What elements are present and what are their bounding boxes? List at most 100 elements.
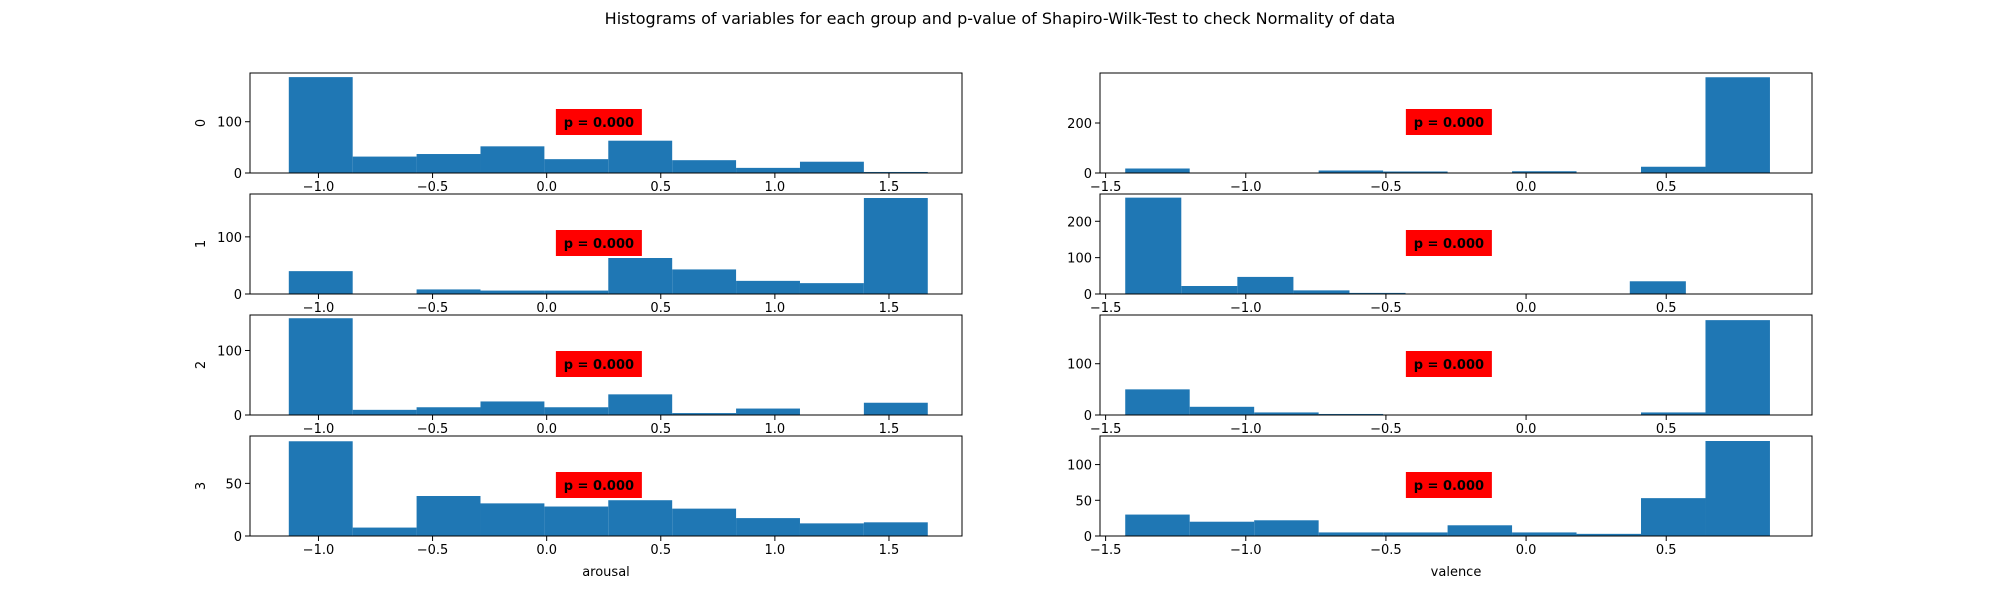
y-tick-label: 100: [217, 344, 242, 359]
panel-valence-group-3: −1.5 −1.0 −0.5 0.0 0.5 0 50 100 p = 0.000: [1067, 435, 1813, 558]
histogram-bar: [480, 146, 545, 173]
histogram-bar: [1383, 171, 1448, 173]
axes-frame: [1099, 435, 1813, 537]
p-value-box: [1405, 351, 1492, 377]
p-value-text: p = 0.000: [1414, 237, 1484, 252]
p-value-box: [1405, 230, 1492, 256]
y-tick-label: 0: [234, 409, 242, 424]
y-tick-label: 0: [1084, 288, 1092, 303]
x-tick-label: 0.5: [1656, 180, 1677, 195]
x-tick-label: 1.5: [879, 180, 900, 195]
x-tick-label: 0.0: [1516, 543, 1537, 558]
x-tick-label: 0.5: [1656, 422, 1677, 437]
histogram-bar: [1254, 520, 1319, 536]
panel-arousal-group-1: −1.0 −0.5 0.0 0.5 1.0 1.5 0 100 1 p = 0.000: [194, 193, 963, 316]
histogram-bar: [736, 167, 800, 173]
histogram-bar: [1512, 171, 1577, 173]
x-tick-label: 1.5: [879, 422, 900, 437]
histogram-bar: [1125, 514, 1190, 536]
axes-frame: [249, 314, 963, 416]
p-value-text: p = 0.000: [564, 237, 634, 252]
panel-arousal-group-3: −1.0 −0.5 0.0 0.5 1.0 1.5 0 50 3 p = 0.000: [194, 435, 963, 558]
p-value-text: p = 0.000: [564, 116, 634, 131]
x-tick-label: −1.0: [1230, 543, 1262, 558]
x-tick-label: −1.0: [1230, 180, 1262, 195]
y-tick-label: 0: [1084, 409, 1092, 424]
histogram-bar: [1576, 533, 1642, 536]
x-tick-label: −0.5: [417, 543, 449, 558]
x-tick-label: 0.0: [1516, 422, 1537, 437]
x-tick-label: 1.0: [765, 180, 786, 195]
histogram-bar: [799, 161, 864, 173]
histogram-bar: [288, 441, 353, 536]
histogram-bar: [480, 503, 545, 536]
x-tick-label: −0.5: [1370, 180, 1402, 195]
x-tick-label: −1.5: [1090, 543, 1122, 558]
x-tick-label: 0.5: [650, 422, 671, 437]
figure-title: Histograms of variables for each group a…: [605, 9, 1396, 28]
x-tick-label: −1.0: [303, 422, 335, 437]
histogram-bar: [544, 159, 609, 173]
x-tick-label: −0.5: [417, 301, 449, 316]
histogram-bar: [1237, 276, 1294, 294]
p-value-box: [1405, 472, 1492, 498]
histogram-bar: [1189, 521, 1255, 536]
p-value-text: p = 0.000: [1414, 479, 1484, 494]
x-tick-label: 0.5: [650, 543, 671, 558]
histogram-bar: [608, 500, 673, 536]
y-tick-label: 100: [1067, 358, 1092, 373]
y-tick-label: 100: [217, 116, 242, 131]
y-tick-label: 0: [234, 288, 242, 303]
histogram-bar: [672, 413, 737, 415]
x-tick-label: 0.5: [1656, 543, 1677, 558]
y-tick-label: 50: [225, 477, 242, 492]
histogram-bar: [288, 77, 353, 173]
x-tick-label: 1.5: [879, 301, 900, 316]
histogram-bar: [863, 171, 928, 173]
histogram-bar: [1318, 170, 1384, 173]
histogram-bar: [672, 160, 737, 173]
histogram-bar: [672, 269, 737, 294]
histogram-bar: [1447, 525, 1513, 536]
histogram-bar: [1318, 532, 1384, 536]
y-tick-label: 0: [1084, 530, 1092, 545]
y-tick-label: 100: [1067, 252, 1092, 267]
histogram-bar: [352, 527, 417, 536]
histogram-bar: [1181, 286, 1238, 294]
histogram-bar: [1641, 166, 1706, 173]
x-tick-label: 0.0: [1516, 301, 1537, 316]
histogram-bar: [1641, 412, 1706, 415]
histogram-bar: [863, 402, 928, 415]
histogram-bar: [1629, 281, 1686, 294]
histogram-bar: [1705, 320, 1770, 415]
histogram-bar: [672, 508, 737, 536]
x-tick-label: −0.5: [417, 422, 449, 437]
x-tick-label: −1.5: [1090, 180, 1122, 195]
group-label: 3: [194, 482, 209, 490]
y-tick-label: 0: [234, 530, 242, 545]
panel-arousal-group-2: −1.0 −0.5 0.0 0.5 1.0 1.5 0 100 2 p = 0.000: [194, 314, 963, 437]
x-tick-label: −1.5: [1090, 301, 1122, 316]
histogram-bar: [1705, 77, 1770, 173]
y-tick-label: 200: [1067, 215, 1092, 230]
x-tick-label: 1.0: [765, 301, 786, 316]
histogram-bar: [1293, 290, 1350, 294]
x-tick-label: −1.0: [1230, 301, 1262, 316]
p-value-box: [555, 472, 642, 498]
histogram-bar: [544, 407, 609, 415]
x-tick-label: 0.5: [1656, 301, 1677, 316]
x-tick-label: 0.0: [536, 422, 557, 437]
y-tick-label: 0: [234, 167, 242, 182]
histogram-bar: [352, 409, 417, 415]
histogram-bar: [416, 496, 481, 536]
histogram-bar: [1641, 498, 1706, 536]
x-tick-label: 1.0: [765, 422, 786, 437]
histogram-bar: [1189, 406, 1255, 415]
x-tick-label: 0.0: [1516, 180, 1537, 195]
x-tick-label: −0.5: [417, 180, 449, 195]
p-value-text: p = 0.000: [1414, 358, 1484, 373]
group-label: 1: [194, 240, 209, 248]
p-value-text: p = 0.000: [564, 358, 634, 373]
